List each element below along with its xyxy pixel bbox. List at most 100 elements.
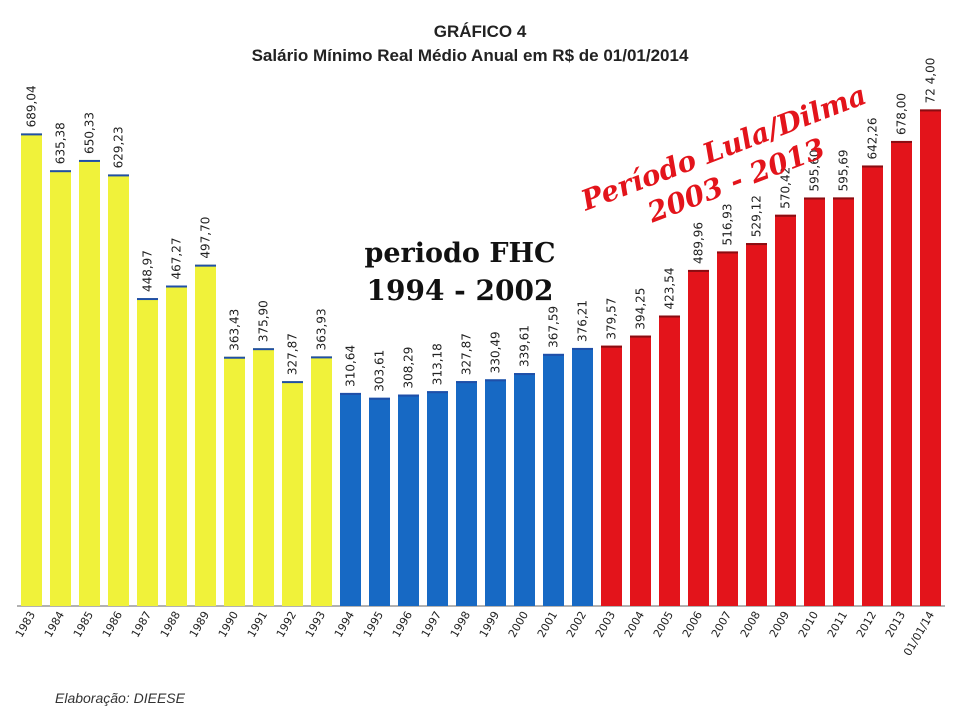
bar-cap xyxy=(659,315,680,318)
bar-cap xyxy=(630,335,651,338)
value-label: 363,93 xyxy=(315,308,329,350)
x-tick-label: 1991 xyxy=(245,609,270,640)
x-tick-label: 2002 xyxy=(564,609,589,640)
value-label: 376,21 xyxy=(576,300,590,342)
bar-1984 xyxy=(50,170,71,606)
x-tick-label: 2001 xyxy=(535,609,560,640)
bar-2006 xyxy=(688,269,709,606)
bar-cap xyxy=(311,356,332,359)
x-tick-label: 2003 xyxy=(593,609,618,640)
x-tick-label: 2012 xyxy=(854,609,879,640)
x-tick-label: 1988 xyxy=(158,609,183,640)
bar-1990 xyxy=(224,356,245,606)
x-tick-label: 2000 xyxy=(506,609,531,640)
x-tick-label: 2013 xyxy=(883,609,908,640)
value-label: 467,27 xyxy=(170,238,184,280)
x-tick-label: 1984 xyxy=(42,609,67,640)
value-label: 313,18 xyxy=(431,343,445,385)
value-label: 72 4,00 xyxy=(924,58,938,104)
bar-2008 xyxy=(746,243,767,606)
chart-title: GRÁFICO 4 xyxy=(433,22,527,41)
x-tick-label: 1992 xyxy=(274,609,299,640)
x-tick-label: 2010 xyxy=(796,609,821,640)
bar-cap xyxy=(195,264,216,267)
x-tick-label: 1983 xyxy=(13,609,38,640)
bar-cap xyxy=(108,174,129,177)
bar-cap xyxy=(688,269,709,272)
bar-1986 xyxy=(108,174,129,606)
bar-1988 xyxy=(166,285,187,606)
x-tick-label: 1987 xyxy=(129,609,154,640)
bar-2002 xyxy=(572,347,593,606)
bar-2003 xyxy=(601,345,622,606)
x-tick-label: 1986 xyxy=(100,609,125,640)
bar-1995 xyxy=(369,397,390,606)
value-label: 529,12 xyxy=(750,195,764,237)
bar-cap xyxy=(601,345,622,348)
bar-cap xyxy=(224,356,245,359)
value-label: 375,90 xyxy=(257,300,271,342)
value-label: 650,33 xyxy=(83,112,97,154)
bar-cap xyxy=(485,379,506,382)
bar-1996 xyxy=(398,394,419,606)
x-tick-label: 1985 xyxy=(71,609,96,640)
x-tick-label: 2007 xyxy=(709,609,734,640)
bar-cap xyxy=(427,391,448,394)
bar-1999 xyxy=(485,379,506,606)
bar-cap xyxy=(514,373,535,376)
bar-cap xyxy=(920,109,941,112)
value-label: 516,93 xyxy=(721,203,735,245)
value-label: 367,59 xyxy=(547,306,561,348)
fhc-period-years: 1994 - 2002 xyxy=(366,274,554,307)
bar-1983 xyxy=(21,133,42,607)
bar-cap xyxy=(21,133,42,136)
value-label: 310,64 xyxy=(344,345,358,387)
bar-1997 xyxy=(427,391,448,606)
bar-2007 xyxy=(717,251,738,607)
bar-2012 xyxy=(862,165,883,606)
bar-2005 xyxy=(659,315,680,606)
bar-cap xyxy=(369,397,390,400)
value-label: 330,49 xyxy=(489,331,503,373)
bar-cap xyxy=(775,214,796,217)
bar-cap xyxy=(282,381,303,384)
value-label: 379,57 xyxy=(605,298,619,340)
bar-cap xyxy=(891,140,912,143)
x-tick-label: 1997 xyxy=(419,609,444,640)
bar-cap xyxy=(746,243,767,246)
bar-1987 xyxy=(137,298,158,606)
value-label: 678,00 xyxy=(895,93,909,135)
value-label: 642,26 xyxy=(866,117,880,159)
x-tick-label: 2006 xyxy=(680,609,705,640)
bar-1989 xyxy=(195,264,216,606)
bar-cap xyxy=(137,298,158,301)
fhc-period-label: periodo FHC xyxy=(364,238,556,269)
bar-2010 xyxy=(804,197,825,606)
bar-cap xyxy=(717,251,738,254)
bar-2001 xyxy=(543,353,564,606)
x-tick-label: 1995 xyxy=(361,609,386,640)
value-label: 448,97 xyxy=(141,250,155,292)
value-label: 327,87 xyxy=(286,333,300,375)
bar-cap xyxy=(166,285,187,288)
x-tick-label: 1999 xyxy=(477,609,502,640)
value-label: 327,87 xyxy=(460,333,474,375)
x-tick-label: 2004 xyxy=(622,609,647,640)
value-label: 363,43 xyxy=(228,309,242,351)
x-tick-label: 1996 xyxy=(390,609,415,640)
chart-subtitle: Salário Mínimo Real Médio Anual em R$ de… xyxy=(251,46,689,65)
x-tick-label: 1994 xyxy=(332,609,357,640)
bar-cap xyxy=(572,347,593,350)
bar-1985 xyxy=(79,159,100,607)
value-label: 394,25 xyxy=(634,288,648,330)
value-label: 497,70 xyxy=(199,217,213,259)
x-tick-label: 1998 xyxy=(448,609,473,640)
value-label: 308,29 xyxy=(402,347,416,389)
value-label: 489,96 xyxy=(692,222,706,264)
value-label: 303,61 xyxy=(373,350,387,392)
value-label: 595,60 xyxy=(808,149,822,191)
x-tick-label: 2008 xyxy=(738,609,763,640)
bar-1994 xyxy=(340,392,361,606)
bar-cap xyxy=(543,353,564,356)
